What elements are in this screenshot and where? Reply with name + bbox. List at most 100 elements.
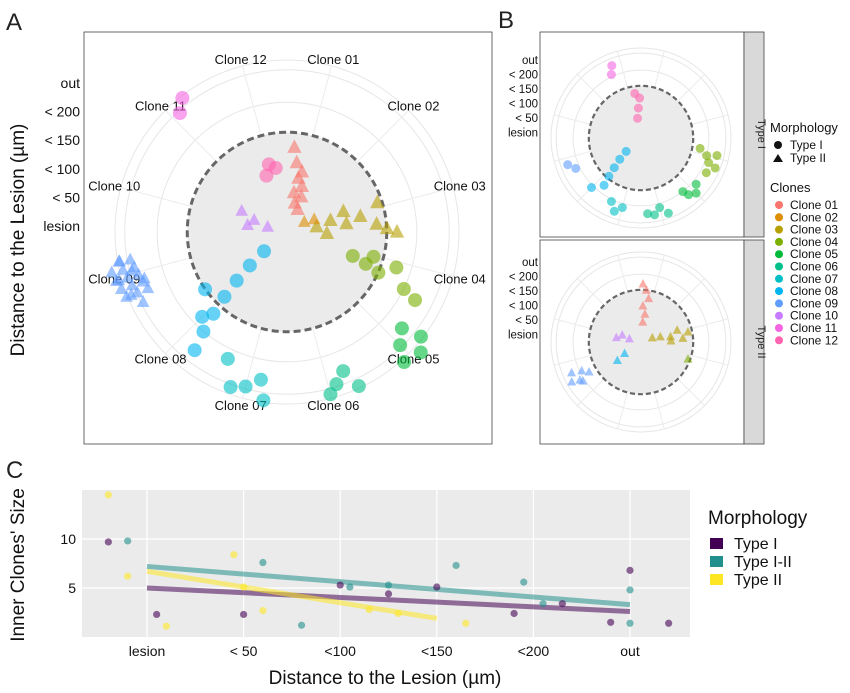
- legend-clone-label: Clone 12: [790, 333, 838, 347]
- radial-tick-label: out: [522, 55, 539, 67]
- clone-point-clone-09: [121, 270, 134, 283]
- clone-angle-label: Clone 05: [387, 351, 439, 366]
- panel-b-legend: Morphology Type I Type II Clones Clone 0…: [770, 120, 838, 347]
- legend-clone-swatch: [775, 287, 783, 296]
- clone-angle-label: Clone 10: [88, 179, 140, 194]
- point-type-i-ii: [346, 583, 354, 591]
- clone-point-clone-06: [663, 208, 673, 218]
- clone-point-clone-06: [323, 387, 338, 402]
- clone-angle-label: Clone 01: [307, 52, 359, 67]
- point-type-ii: [230, 551, 238, 559]
- clone-point-clone-10: [261, 219, 274, 232]
- clone-point-clone-03: [370, 194, 385, 209]
- clone-point-clone-03: [389, 224, 405, 238]
- legend-clones-title: Clones: [770, 180, 811, 195]
- polar-grid-outer: [114, 59, 460, 405]
- trend-line-type-i: [146, 585, 631, 615]
- clone-point-clone-07: [609, 206, 619, 216]
- facet-strip-type-ii: [743, 239, 765, 445]
- clone-point-clone-09: [120, 289, 133, 302]
- clone-angle-label: Clone 03: [434, 179, 486, 194]
- clone-point-clone-09: [577, 365, 587, 375]
- legend-clone-swatch: [775, 336, 783, 345]
- clone-point-clone-03: [666, 331, 676, 341]
- clone-point-clone-08: [229, 273, 244, 288]
- legend-c-type-i: Type I: [734, 536, 778, 553]
- legend-clone-swatch: [775, 201, 783, 209]
- clone-point-clone-09: [563, 160, 573, 170]
- clone-point-clone-09: [112, 254, 126, 267]
- point-type-i-ii: [124, 537, 132, 545]
- clone-point-clone-05: [413, 329, 428, 344]
- clone-point-clone-11: [175, 91, 190, 106]
- clone-point-clone-09: [584, 367, 594, 376]
- radial-tick-label: lesion: [508, 128, 538, 140]
- legend-circle-shape: [774, 141, 782, 149]
- polar-grid-ring: [156, 101, 418, 363]
- clone-point-clone-10: [624, 333, 634, 343]
- clone-point-clone-08: [621, 146, 631, 156]
- radial-tick-label: out: [522, 257, 539, 269]
- point-type-i: [384, 590, 393, 598]
- clone-point-clone-04: [408, 293, 423, 308]
- legend-clone-label: Clone 02: [790, 210, 838, 224]
- panel-label-b: B: [498, 7, 514, 34]
- panel-label-a: A: [6, 9, 22, 36]
- clone-point-clone-09: [571, 163, 581, 173]
- point-type-i: [626, 566, 634, 574]
- radial-tick-label: < 200: [509, 70, 538, 82]
- legend-c-type-i-ii: Type I-II: [734, 554, 792, 571]
- legend-clone-label: Clone 05: [790, 247, 838, 261]
- x-tick-label: <200: [518, 643, 550, 659]
- radial-tick-label: < 200: [509, 272, 538, 284]
- clone-point-clone-03: [647, 332, 657, 342]
- clone-point-clone-04: [704, 158, 714, 168]
- clone-point-clone-07: [220, 351, 235, 366]
- clone-point-clone-01: [287, 139, 302, 153]
- radial-tick-label: < 150: [509, 286, 538, 298]
- clone-point-clone-08: [620, 348, 630, 357]
- legend-clone-label: Clone 03: [790, 223, 838, 237]
- clone-point-clone-04: [345, 248, 360, 263]
- clone-point-clone-09: [116, 262, 130, 275]
- clone-point-clone-02: [298, 215, 311, 227]
- point-type-i: [607, 618, 615, 626]
- x-tick-label: <150: [421, 643, 453, 659]
- x-tick-label: <100: [324, 643, 356, 659]
- lesion-boundary-disc: [587, 288, 695, 396]
- facet-label-type-ii: Type II: [755, 325, 767, 358]
- clone-point-clone-05: [397, 355, 412, 370]
- clone-angle-label: Clone 11: [135, 99, 186, 114]
- legend-clone-swatch: [775, 299, 783, 308]
- clone-point-clone-10: [235, 203, 248, 216]
- clone-point-clone-08: [615, 154, 625, 164]
- polar-grid-ring: [124, 69, 450, 395]
- clone-point-clone-08: [206, 306, 221, 321]
- polar-grid-ring: [555, 256, 727, 428]
- x-tick-label: lesion: [129, 643, 166, 659]
- polar-grid-ring: [555, 52, 727, 224]
- clone-point-clone-06: [655, 203, 665, 213]
- point-type-i: [104, 538, 112, 546]
- clone-point-clone-03: [339, 215, 354, 230]
- clone-point-clone-11: [607, 61, 617, 71]
- clone-point-clone-01: [294, 178, 310, 192]
- legend-c-type-ii: Type II: [734, 572, 782, 589]
- panel-c-legend: Morphology Type I Type I-II Type II: [708, 508, 808, 589]
- clone-point-clone-08: [587, 182, 597, 192]
- point-type-i: [153, 610, 161, 619]
- clone-angle-label: Clone 08: [134, 351, 186, 366]
- panel-b-type-ii-polar: lesion < 50 < 100 < 150 < 200 out: [508, 251, 732, 433]
- clone-point-clone-07: [256, 393, 271, 408]
- clone-angle-label: Clone 06: [307, 398, 359, 413]
- polar-grid-ring: [572, 69, 710, 207]
- clone-point-clone-09: [114, 282, 128, 294]
- radial-tick-label: < 100: [509, 301, 538, 313]
- point-type-i-ii: [520, 578, 528, 586]
- clone-point-clone-01: [294, 163, 310, 178]
- clone-point-clone-09: [567, 377, 577, 386]
- clone-point-clone-11: [172, 106, 187, 121]
- clone-point-clone-05: [691, 179, 701, 189]
- clone-point-clone-09: [578, 376, 588, 385]
- clone-point-clone-06: [336, 364, 351, 379]
